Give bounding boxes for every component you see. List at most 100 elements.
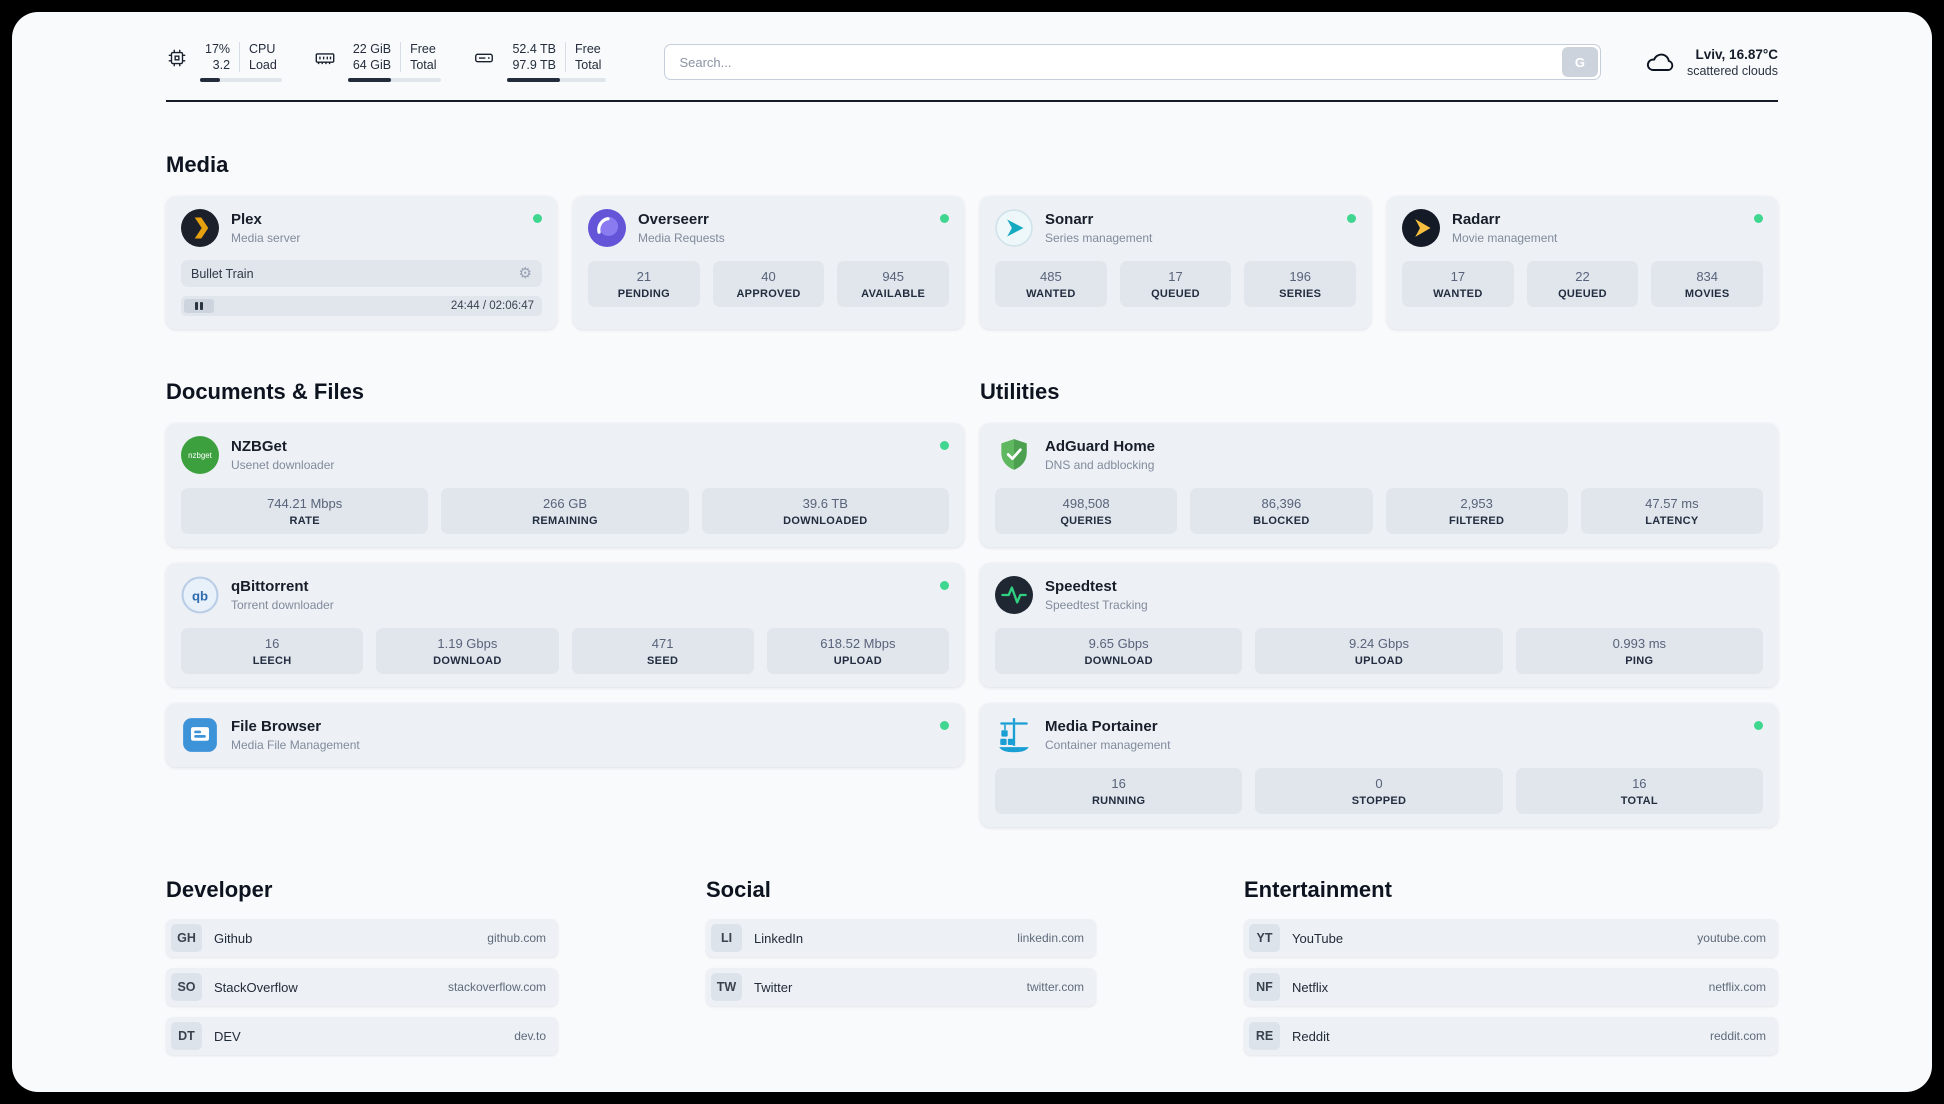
app-card-radarr[interactable]: Radarr Movie management 17 WANTED 22 QUE… [1387, 196, 1778, 329]
app-card-nzbget[interactable]: nzbget NZBGet Usenet downloader 744.21 M… [166, 423, 964, 547]
disk-total-value: 97.9 TB [512, 58, 557, 72]
stat-queued: 17 QUEUED [1119, 261, 1232, 307]
app-name: Plex [231, 211, 262, 228]
bookmark-badge: TW [711, 973, 742, 1001]
stat-downloaded: 39.6 TB DOWNLOADED [701, 488, 949, 534]
bookmark-github[interactable]: GH Github github.com [166, 919, 558, 957]
app-card-adguard[interactable]: AdGuard Home DNS and adblocking 498,508 … [980, 423, 1778, 547]
cpu-load-label: Load [249, 58, 277, 72]
bookmark-url: youtube.com [1697, 931, 1766, 945]
app-card-overseerr[interactable]: Overseerr Media Requests 21 PENDING 40 A… [573, 196, 964, 329]
app-subtitle: Media server [231, 231, 301, 245]
bookmark-badge: NF [1249, 973, 1280, 1001]
top-bar: 17% 3.2 CPU Load [12, 12, 1932, 82]
app-card-filebrowser[interactable]: File Browser Media File Management [166, 703, 964, 767]
search-input[interactable] [664, 44, 1601, 80]
plex-icon [181, 209, 219, 247]
app-name: NZBGet [231, 438, 287, 455]
search-bar: G [664, 44, 1601, 80]
stat-download: 9.65 Gbps DOWNLOAD [995, 628, 1243, 674]
bookmark-name: LinkedIn [754, 930, 804, 946]
bookmark-twitter[interactable]: TW Twitter twitter.com [706, 968, 1096, 1006]
stat-filtered: 2,953 FILTERED [1385, 488, 1568, 534]
cpu-widget: 17% 3.2 CPU Load [166, 42, 286, 82]
bookmark-name: Twitter [754, 979, 793, 995]
app-subtitle: Usenet downloader [231, 458, 335, 472]
status-dot [533, 214, 542, 223]
player-progress: 24:44 / 02:06:47 [181, 296, 542, 316]
disk-total-label: Total [575, 58, 602, 72]
app-card-qbittorrent[interactable]: qb qBittorrent Torrent downloader 16 [166, 563, 964, 687]
bookmark-name: DEV [214, 1028, 241, 1044]
stat-queries: 498,508 QUERIES [995, 488, 1178, 534]
gear-icon[interactable]: ⚙ [518, 265, 532, 282]
bookmark-url: twitter.com [1026, 980, 1084, 994]
ram-icon [315, 53, 335, 65]
app-subtitle: Series management [1045, 231, 1153, 245]
social-bookmarks: Social LI LinkedIn linkedin.com TW Twitt… [706, 831, 1096, 1066]
qbittorrent-icon: qb [181, 576, 219, 614]
ram-free-value: 22 GiB [352, 42, 392, 56]
disk-icon [475, 53, 494, 63]
disk-progress-bar [507, 78, 607, 82]
app-card-portainer[interactable]: Media Portainer Container management 16 … [980, 703, 1778, 827]
disk-free-value: 52.4 TB [512, 42, 557, 56]
stat-upload: 618.52 Mbps UPLOAD [766, 628, 949, 674]
documents-column: Documents & Files nzbget NZBGet Usenet d… [166, 329, 964, 767]
bookmark-badge: GH [171, 924, 202, 952]
social-section-title: Social [706, 877, 771, 902]
pause-button[interactable] [184, 299, 214, 313]
bookmark-netflix[interactable]: NF Netflix netflix.com [1244, 968, 1778, 1006]
bookmark-linkedin[interactable]: LI LinkedIn linkedin.com [706, 919, 1096, 957]
stat-wanted: 17 WANTED [1402, 261, 1514, 307]
app-name: File Browser [231, 718, 322, 735]
developer-section-title: Developer [166, 877, 273, 902]
bookmark-youtube[interactable]: YT YouTube youtube.com [1244, 919, 1778, 957]
stat-latency: 47.57 ms LATENCY [1580, 488, 1763, 534]
bookmark-reddit[interactable]: RE Reddit reddit.com [1244, 1017, 1778, 1055]
cpu-label: CPU [249, 42, 276, 56]
speedtest-icon [995, 576, 1033, 614]
status-dot [940, 581, 949, 590]
stat-ping: 0.993 ms PING [1515, 628, 1763, 674]
disk-free-label: Free [575, 42, 601, 56]
stat-remaining: 266 GB REMAINING [441, 488, 689, 534]
bookmark-url: github.com [487, 931, 546, 945]
stat-available: 945 AVAILABLE [837, 261, 950, 307]
ram-total-value: 64 GiB [352, 58, 392, 72]
weather-widget: Lviv, 16.87°C scattered clouds [1643, 47, 1778, 78]
app-card-sonarr[interactable]: Sonarr Series management 485 WANTED 17 Q… [980, 196, 1371, 329]
app-name: Radarr [1452, 211, 1501, 228]
cpu-progress-bar [200, 78, 282, 82]
bookmark-badge: LI [711, 924, 742, 952]
status-dot [1347, 214, 1356, 223]
app-subtitle: DNS and adblocking [1045, 458, 1155, 472]
bookmark-dev[interactable]: DT DEV dev.to [166, 1017, 558, 1055]
app-card-plex[interactable]: Plex Media server Bullet Train ⚙ 24:44 /… [166, 196, 557, 329]
stat-leech: 16 LEECH [181, 628, 364, 674]
app-card-speedtest[interactable]: Speedtest Speedtest Tracking 9.65 Gbps D… [980, 563, 1778, 687]
sonarr-icon [995, 209, 1033, 247]
app-subtitle: Media File Management [231, 738, 360, 752]
app-name: qBittorrent [231, 578, 309, 595]
search-engine-button[interactable]: G [1561, 47, 1598, 77]
bookmark-name: Github [214, 930, 253, 946]
app-subtitle: Media Requests [638, 231, 725, 245]
bookmark-url: stackoverflow.com [447, 980, 546, 994]
bookmark-name: YouTube [1292, 930, 1344, 946]
stat-approved: 40 APPROVED [712, 261, 825, 307]
app-subtitle: Container management [1045, 738, 1171, 752]
utilities-column: Utilities AdGuard Ho [980, 329, 1778, 827]
weather-location: Lviv, 16.87°C [1695, 46, 1778, 62]
bookmark-badge: SO [171, 973, 202, 1001]
app-name: Sonarr [1045, 211, 1094, 228]
app-name: Media Portainer [1045, 718, 1158, 735]
stat-blocked: 86,396 BLOCKED [1190, 488, 1373, 534]
bookmark-url: netflix.com [1708, 980, 1766, 994]
stat-stopped: 0 STOPPED [1255, 768, 1503, 814]
bookmark-url: reddit.com [1709, 1029, 1766, 1043]
stat-total: 16 TOTAL [1515, 768, 1763, 814]
bookmark-stackoverflow[interactable]: SO StackOverflow stackoverflow.com [166, 968, 558, 1006]
disk-widget: 52.4 TB 97.9 TB Free Total [473, 42, 610, 82]
stat-pending: 21 PENDING [588, 261, 700, 307]
